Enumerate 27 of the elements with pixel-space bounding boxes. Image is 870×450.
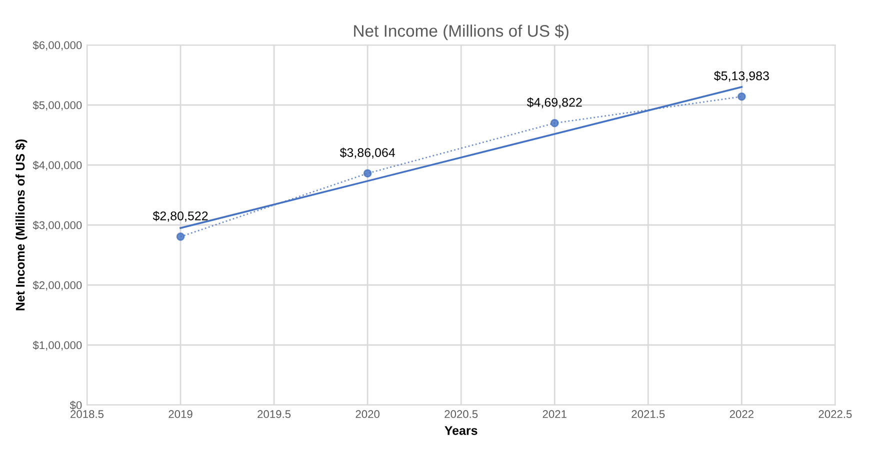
y-tick-label: $5,00,000 <box>32 100 82 110</box>
y-tick-label: $0 <box>70 400 82 410</box>
x-tick-label: 2020 <box>356 410 380 418</box>
x-tick-label: 2022 <box>730 410 754 418</box>
y-tick-label: $1,00,000 <box>32 340 82 350</box>
x-axis-title: Years <box>444 426 478 435</box>
x-tick-label: 2020.5 <box>444 410 478 418</box>
point <box>176 232 185 241</box>
data-label: $3,86,064 <box>340 148 396 158</box>
x-tick-label: 2021 <box>542 410 566 418</box>
point <box>550 118 559 128</box>
point <box>363 169 372 178</box>
y-axis-title: Net Income (Millions of US $) <box>15 140 28 310</box>
x-tick-label: 2022.5 <box>818 410 852 418</box>
data-label: $2,80,522 <box>152 210 208 222</box>
chart-title: Net Income (Millions of US $) <box>354 24 568 40</box>
y-tick-label: $6,00,000 <box>32 40 82 50</box>
y-tick-label: $4,00,000 <box>32 160 82 170</box>
data-label: $4,69,822 <box>526 97 582 108</box>
x-tick-label: 2019.5 <box>258 410 291 418</box>
x-tick-label: 2019 <box>168 410 192 418</box>
y-tick-label: $2,00,000 <box>32 280 82 290</box>
data-label: $5,13,983 <box>714 70 769 82</box>
x-tick-label: 2018.5 <box>70 410 104 418</box>
x-tick-label: 2021.5 <box>632 410 665 418</box>
y-tick-label: $3,00,000 <box>32 220 82 230</box>
point <box>738 92 746 101</box>
